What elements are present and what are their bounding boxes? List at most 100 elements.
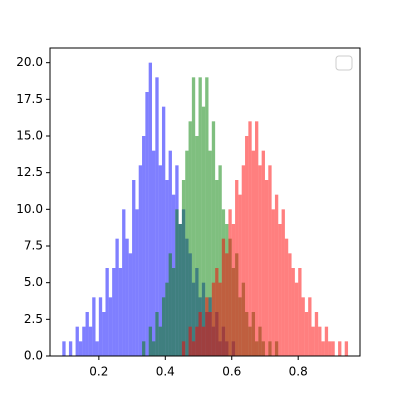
histogram-bar (321, 341, 325, 356)
histogram-bar (175, 209, 179, 356)
x-tick-label: 0.4 (156, 365, 175, 379)
histogram-bar (291, 268, 295, 356)
histogram-bar (118, 268, 123, 356)
histogram-bar (185, 150, 189, 356)
histogram-bar (271, 209, 275, 356)
histogram-bar (264, 180, 269, 356)
histogram-bar (331, 341, 335, 356)
histogram-bar (188, 121, 192, 356)
y-tick-label: 0.0 (24, 349, 43, 363)
histogram-bar (155, 77, 159, 356)
histogram-bar (102, 312, 106, 356)
y-tick-label: 10.0 (16, 202, 43, 216)
histogram-bar (208, 150, 212, 356)
histogram-bar (171, 268, 176, 356)
histogram-bar (128, 253, 133, 356)
histogram-bar (108, 297, 113, 356)
histogram-bar (241, 165, 246, 356)
histogram-bar (88, 326, 93, 356)
histogram-bar (135, 209, 139, 356)
histogram-bar (145, 92, 149, 356)
histogram-bar (284, 238, 289, 356)
histogram-bar (324, 326, 329, 356)
histogram-bar (205, 77, 209, 356)
histogram-bar (201, 106, 206, 357)
histogram-bar (115, 238, 119, 356)
histogram-bar (95, 341, 99, 356)
y-tick-label: 17.5 (16, 92, 43, 106)
histogram-bar (201, 326, 206, 356)
histogram-bar (205, 297, 209, 356)
histogram-bar (294, 282, 299, 356)
histogram-bar (78, 341, 83, 356)
histogram-bar (255, 121, 259, 356)
y-tick-label: 2.5 (24, 312, 43, 326)
histogram-bar (181, 180, 186, 356)
histogram-bar (304, 312, 309, 356)
histogram-bar (301, 297, 305, 356)
x-tick-label: 0.8 (289, 365, 308, 379)
histogram-bar (142, 341, 146, 356)
y-tick-label: 5.0 (24, 275, 43, 289)
histogram-bar (138, 165, 143, 356)
y-tick-label: 20.0 (16, 55, 43, 69)
y-tick-label: 7.5 (24, 239, 43, 253)
histogram-bar (288, 253, 292, 356)
histogram-bar (338, 341, 342, 356)
histogram-bar (152, 341, 156, 356)
histogram-bar (211, 121, 216, 356)
histogram-bar (132, 180, 136, 356)
histogram-bar (191, 341, 196, 356)
histogram-bar (211, 282, 216, 356)
y-tick-label: 12.5 (16, 165, 43, 179)
histogram-bar (75, 326, 79, 356)
histogram-bar (225, 253, 229, 356)
histogram-bar (161, 106, 166, 357)
histogram-bar (181, 341, 186, 356)
x-tick-label: 0.6 (222, 365, 241, 379)
histogram-bar (98, 297, 103, 356)
histogram-bar (311, 326, 315, 356)
histogram-bar (155, 312, 159, 356)
plot-frame (49, 47, 361, 357)
histogram-bar (125, 238, 129, 356)
histogram-bar (148, 62, 153, 357)
histogram-bar (188, 326, 192, 356)
histogram-bar (308, 297, 312, 356)
histogram-bar (85, 312, 89, 356)
histogram-bar (235, 180, 239, 356)
histogram-bar (251, 150, 256, 356)
histogram-bar (158, 165, 162, 356)
histogram-bar (112, 268, 116, 356)
histogram-bar (221, 238, 226, 356)
histogram-bar (195, 136, 199, 356)
histogram-bar (158, 326, 162, 356)
histogram-bar (278, 224, 282, 356)
histogram-bar (344, 341, 349, 356)
y-tick-label: 15.0 (16, 129, 43, 143)
histogram-bar (215, 268, 219, 356)
histogram-bar (148, 326, 153, 356)
histogram-bar (238, 194, 242, 356)
histogram-bar (268, 165, 272, 356)
histogram-bar (82, 326, 86, 356)
histogram-bar (274, 194, 279, 356)
histogram-bar (92, 297, 96, 356)
histogram-bar (161, 297, 166, 356)
histogram-bar (195, 326, 199, 356)
histogram-bar (152, 150, 156, 356)
histogram-bar (248, 121, 252, 356)
histogram-bar (191, 77, 196, 356)
histogram-bar (298, 268, 302, 356)
histogram-bar (281, 209, 285, 356)
histogram-bar (68, 341, 73, 356)
histogram-bar (198, 77, 202, 356)
histogram-bar (258, 165, 262, 356)
histogram-bar (142, 136, 146, 356)
histogram-bar (218, 282, 222, 356)
histogram-bar (62, 341, 66, 356)
legend-box (335, 55, 353, 71)
histogram-bar (318, 326, 322, 356)
